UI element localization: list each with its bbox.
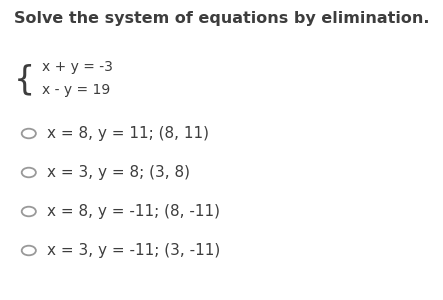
Text: {: { [14, 63, 35, 96]
Text: x = 8, y = -11; (8, -11): x = 8, y = -11; (8, -11) [47, 204, 220, 219]
Text: x = 3, y = 8; (3, 8): x = 3, y = 8; (3, 8) [47, 165, 190, 180]
Text: x - y = 19: x - y = 19 [42, 83, 110, 97]
Text: Solve the system of equations by elimination.: Solve the system of equations by elimina… [14, 11, 429, 26]
Text: x = 8, y = 11; (8, 11): x = 8, y = 11; (8, 11) [47, 126, 209, 141]
Text: x = 3, y = -11; (3, -11): x = 3, y = -11; (3, -11) [47, 243, 220, 258]
Text: x + y = -3: x + y = -3 [42, 61, 113, 74]
